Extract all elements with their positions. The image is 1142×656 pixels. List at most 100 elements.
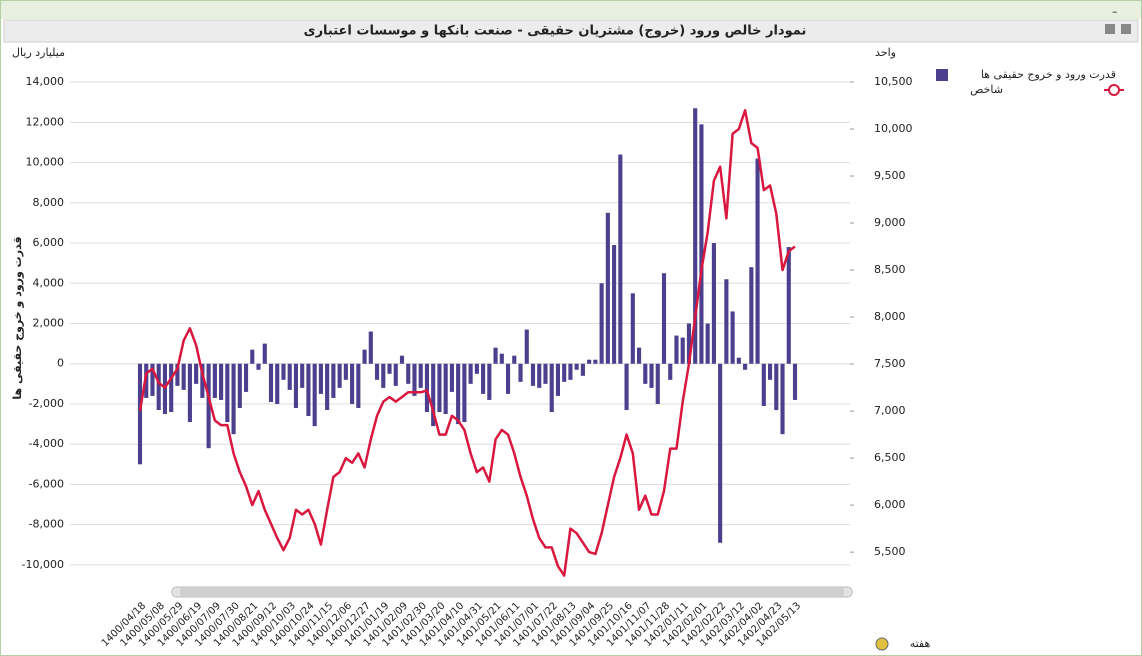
bar [443,363,448,415]
bar [612,245,617,364]
bar [649,363,654,388]
bar [599,283,604,364]
bar [487,363,492,400]
bar [636,347,642,364]
bar [580,363,585,376]
bar [686,323,692,364]
y2-tick-label: 8,500 [874,263,906,276]
y2-tick-label: 10,500 [874,75,913,88]
minimize-button[interactable]: – [1112,5,1118,18]
bar [169,363,174,413]
bar [555,363,561,396]
bar [774,363,779,410]
print-icon[interactable] [1105,24,1115,34]
bar [743,363,748,370]
bar [325,363,330,410]
bar [262,343,267,364]
legend-marker [1108,84,1120,96]
top-bar [1,1,1141,19]
bar [362,349,367,364]
y-tick-label: 6,000 [33,236,65,249]
y2-tick-label: 8,000 [874,310,906,323]
bar [268,363,274,402]
bar [792,363,798,400]
bar [755,158,760,364]
bar [668,363,673,380]
bar [337,363,342,388]
bar [243,363,249,392]
scrollbar-thumb[interactable] [180,588,844,596]
bar [462,363,467,423]
bar [630,293,635,364]
y-tick-label: -6,000 [29,477,64,490]
bar [767,363,773,380]
legend-label: شاخص [970,83,1003,96]
y2-tick-label: 5,500 [874,545,906,558]
y-unit: میلیارد ریال [12,46,65,59]
bar [206,363,211,449]
y2-unit: واحد [875,46,896,59]
bar [512,355,517,364]
line [138,108,796,577]
bar [780,363,785,435]
bar [406,363,411,384]
bar [574,363,579,370]
bar [418,363,423,388]
legend-swatch [936,69,948,81]
bar [231,363,236,435]
bar [661,273,667,364]
bar [655,363,660,404]
bar [237,363,242,408]
y-tick-label: 12,000 [26,115,65,128]
bar [287,363,292,390]
bar [618,154,623,364]
bar [693,108,698,364]
bar [356,363,361,408]
y-tick-label: -4,000 [29,437,64,450]
bar [505,363,511,394]
bar [524,329,529,364]
bar [225,363,230,423]
bar [212,363,217,398]
y-tick-label: 8,000 [33,196,65,209]
bar [374,363,380,380]
bar [381,363,386,388]
bar [481,363,486,394]
bar [786,247,791,364]
bar [724,279,729,364]
bar [456,363,461,425]
bar [331,363,336,398]
bar [493,347,498,364]
bar [680,337,685,364]
bar [624,363,629,410]
bar [549,363,554,413]
bar [350,363,355,404]
y-tick-label: 4,000 [33,276,65,289]
bar [587,359,592,364]
y-tick-label: -2,000 [29,397,64,410]
bar [412,363,417,396]
bar [387,363,392,374]
bar [275,363,280,404]
save-icon[interactable] [1121,24,1131,34]
bar [537,363,542,388]
bar [718,363,723,543]
bar [562,363,567,382]
bar [711,243,716,364]
y2-tick-label: 7,500 [874,357,906,370]
bar [256,363,261,370]
y2-tick-label: 9,000 [874,216,906,229]
bar [187,363,192,423]
refresh-icon[interactable] [875,637,889,651]
bar [468,363,473,384]
bar [181,363,186,390]
bar [300,363,305,388]
y-tick-label: -8,000 [29,518,64,531]
bar [318,363,323,394]
legend-label: قدرت ورود و خروج حقیقی ها [981,68,1116,81]
bar [568,363,573,380]
bar [194,363,199,384]
bar [530,363,536,386]
chart-title: نمودار خالص ورود (خروج) مشتریان حقیقی - … [304,24,807,39]
